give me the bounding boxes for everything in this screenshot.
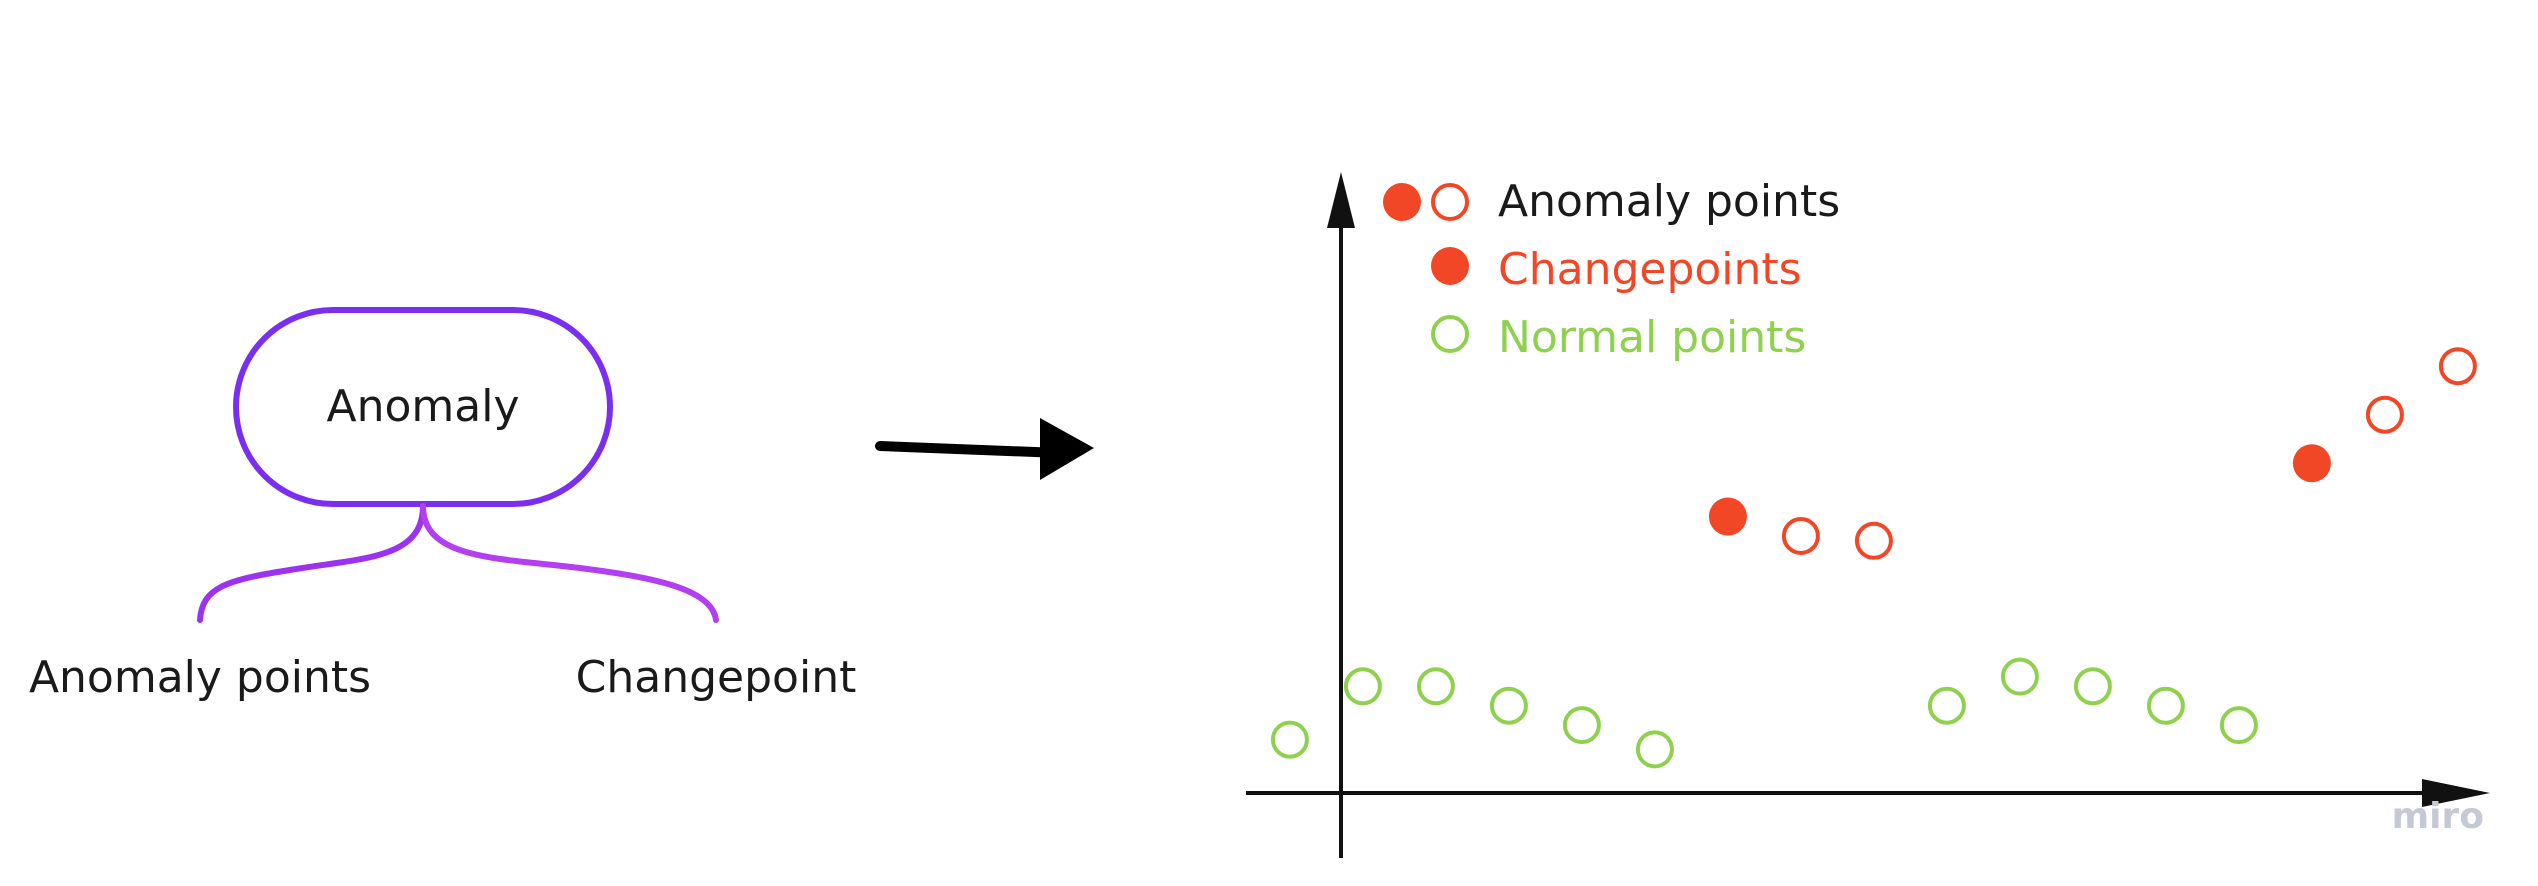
point-changepoints-2[interactable]: [2292, 444, 2331, 483]
data-points: [1270, 347, 2477, 769]
legend-marker-hollow: [1431, 183, 1469, 221]
point-normal-points-11[interactable]: [2219, 706, 2258, 745]
point-normal-points-2[interactable]: [1343, 667, 1382, 706]
miro-watermark: miro: [2392, 796, 2484, 837]
legend-marker-hollow: [1431, 315, 1469, 353]
mindmap-branch-label-changepoint[interactable]: Changepoint: [576, 652, 857, 703]
mindmap-connector-left: [197, 503, 426, 623]
point-normal-points-8[interactable]: [2000, 657, 2039, 696]
point-anomaly-points-3[interactable]: [2365, 395, 2404, 434]
legend-marker-filled: [1383, 183, 1421, 221]
scatter-chart: Anomaly points Changepoints Normal point…: [1246, 172, 2490, 858]
point-normal-points-10[interactable]: [2146, 686, 2185, 725]
transition-arrow-shaft: [875, 441, 1065, 458]
point-normal-points-1[interactable]: [1270, 720, 1309, 759]
point-anomaly-points-4[interactable]: [2438, 347, 2477, 386]
x-axis-arrowhead: [2422, 779, 2490, 807]
arrow-right-icon: [1040, 418, 1094, 480]
mindmap-connector-right: [420, 503, 719, 623]
mindmap: Anomaly Anomaly points Changepoint: [29, 307, 857, 703]
point-normal-points-9[interactable]: [2073, 667, 2112, 706]
point-normal-points-5[interactable]: [1562, 706, 1601, 745]
legend-marker-filled: [1431, 247, 1469, 285]
transition-arrow[interactable]: [875, 418, 1094, 480]
y-axis-arrowhead: [1327, 172, 1355, 228]
point-normal-points-6[interactable]: [1635, 730, 1674, 769]
legend-label-changepoints: Changepoints: [1498, 244, 1802, 295]
point-changepoints-1[interactable]: [1708, 497, 1747, 536]
point-normal-points-4[interactable]: [1489, 686, 1528, 725]
mindmap-root-label: Anomaly: [327, 381, 520, 432]
point-normal-points-3[interactable]: [1416, 667, 1455, 706]
legend-label-normal-points: Normal points: [1498, 312, 1806, 363]
chart-legend: Anomaly points Changepoints Normal point…: [1383, 176, 1840, 363]
legend-label-anomaly-points: Anomaly points: [1498, 176, 1840, 227]
point-normal-points-7[interactable]: [1927, 686, 1966, 725]
mindmap-branch-label-anomaly-points[interactable]: Anomaly points: [29, 652, 371, 703]
point-anomaly-points-2[interactable]: [1854, 521, 1893, 560]
point-anomaly-points-1[interactable]: [1781, 516, 1820, 555]
